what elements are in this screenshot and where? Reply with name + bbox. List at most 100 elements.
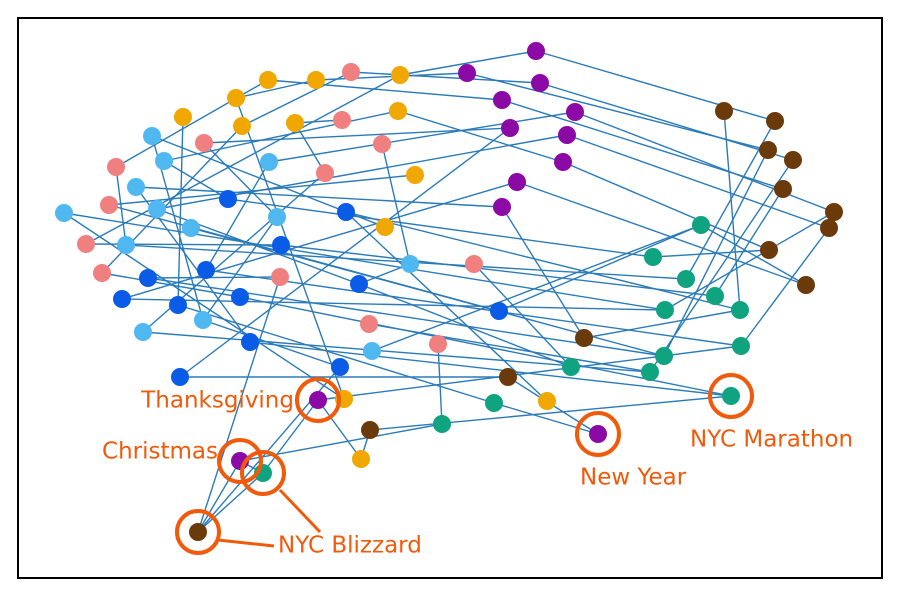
edge (371, 224, 702, 352)
node (706, 287, 724, 305)
edge (267, 79, 503, 101)
node (485, 394, 503, 412)
edge (501, 206, 585, 339)
edge (205, 161, 270, 271)
node (558, 126, 576, 144)
edge (350, 71, 541, 84)
node (272, 236, 290, 254)
node (820, 219, 838, 237)
annotation: NYC Marathon (690, 427, 853, 453)
node (433, 415, 451, 433)
edge (381, 143, 411, 265)
node (401, 255, 419, 273)
node (527, 42, 545, 60)
node (493, 198, 511, 216)
edge (249, 341, 732, 397)
node (171, 368, 189, 386)
node (360, 315, 378, 333)
nodes (55, 42, 843, 541)
node (350, 275, 368, 293)
node (766, 112, 784, 130)
node (774, 180, 792, 198)
edge (101, 272, 241, 298)
node (241, 333, 259, 351)
edge (345, 211, 741, 311)
node (197, 261, 215, 279)
edge (177, 304, 495, 404)
edge (369, 395, 732, 431)
edge (280, 244, 716, 297)
node (231, 288, 249, 306)
edge (202, 216, 278, 321)
node (307, 71, 325, 89)
edge (649, 159, 794, 373)
annotation: New Year (580, 465, 687, 491)
node (143, 127, 161, 145)
node (148, 200, 166, 218)
node (722, 387, 740, 405)
node (271, 268, 289, 286)
node (268, 208, 286, 226)
edge (493, 402, 599, 435)
edge (723, 110, 741, 311)
node (656, 301, 674, 319)
node (286, 114, 304, 132)
edge (135, 186, 503, 208)
node (342, 63, 360, 81)
edge (202, 319, 341, 368)
node (227, 89, 245, 107)
edge (85, 74, 401, 245)
node (391, 66, 409, 84)
edge (197, 460, 241, 533)
edge (700, 224, 807, 286)
node (139, 269, 157, 287)
node (189, 523, 207, 541)
node (465, 255, 483, 273)
node (77, 235, 95, 253)
edge (583, 309, 741, 339)
node (182, 219, 200, 237)
edge (397, 110, 564, 163)
edge (535, 50, 776, 122)
edge (205, 269, 742, 347)
node (361, 421, 379, 439)
edge (197, 276, 281, 533)
highlight-ring (175, 509, 221, 555)
edge (345, 211, 548, 402)
edge (664, 211, 835, 311)
node (316, 164, 334, 182)
highlight-ring (708, 373, 754, 419)
node (501, 119, 519, 137)
node (195, 134, 213, 152)
node (333, 111, 351, 129)
annotation: Christmas (102, 439, 218, 465)
edge (740, 227, 830, 347)
node (655, 347, 673, 365)
highlight-ring (217, 438, 263, 484)
node (429, 335, 447, 353)
edge (399, 50, 537, 76)
edge (294, 122, 326, 174)
edge (566, 134, 830, 229)
node (784, 151, 802, 169)
node (155, 152, 173, 170)
edge (437, 343, 443, 425)
node (134, 323, 152, 341)
node (641, 363, 659, 381)
edge (358, 283, 572, 368)
node (194, 311, 212, 329)
node (259, 71, 277, 89)
node (493, 91, 511, 109)
node (219, 190, 237, 208)
node (458, 64, 476, 82)
node (352, 450, 370, 468)
edge (121, 298, 666, 311)
edge (63, 212, 666, 311)
edge (516, 181, 807, 286)
node (499, 368, 517, 386)
node (233, 117, 251, 135)
node (531, 74, 549, 92)
callout-line (278, 488, 322, 534)
node (589, 425, 607, 443)
